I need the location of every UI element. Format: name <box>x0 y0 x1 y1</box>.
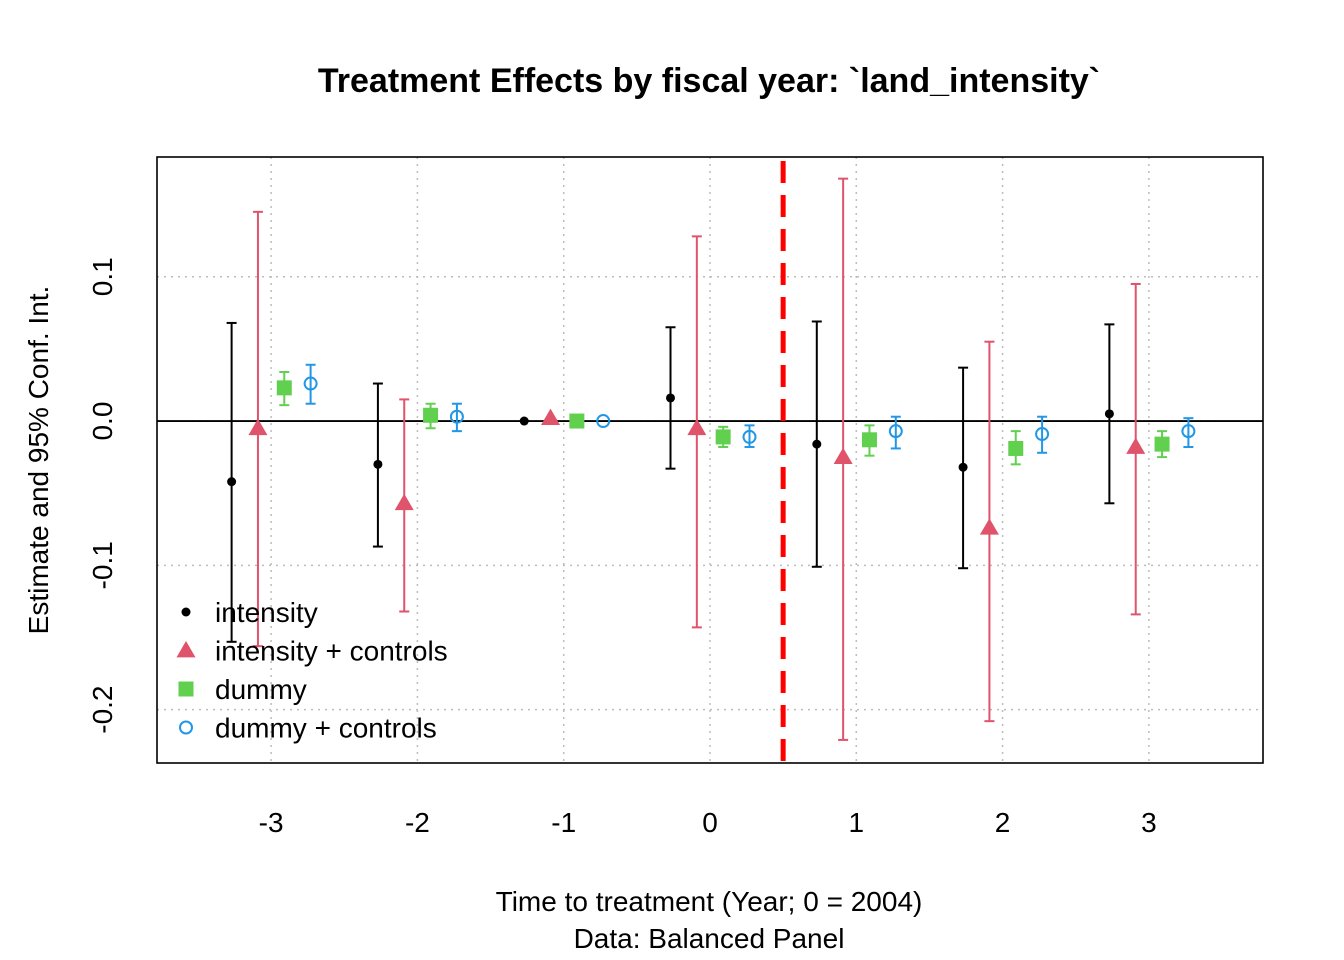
point-1-0 <box>248 418 268 436</box>
grid-lines <box>157 157 1263 763</box>
point-1-2 <box>541 408 561 425</box>
point-1-3 <box>687 418 707 436</box>
legend-marker-2 <box>178 681 194 697</box>
x-axis: -3 -2 -1 0 1 2 3 <box>259 807 1157 838</box>
point-2-0 <box>276 380 292 396</box>
point-0-1 <box>373 459 383 469</box>
x-tick-label-5: 2 <box>995 807 1011 838</box>
point-3-6 <box>1181 424 1196 439</box>
point-1-4 <box>833 447 853 464</box>
series-1 <box>248 177 1146 741</box>
plot-frame <box>156 156 1264 764</box>
legend-label-3: dummy + controls <box>215 713 437 744</box>
point-0-4 <box>812 439 822 449</box>
point-2-3 <box>715 429 731 445</box>
legend: intensity intensity + controls dummy dummy … <box>176 597 448 744</box>
point-3-0 <box>303 376 318 391</box>
x-axis-label: Time to treatment (Year; 0 = 2004) <box>496 886 923 917</box>
point-2-2 <box>569 413 585 429</box>
point-0-2 <box>519 416 529 426</box>
legend-label-2: dummy <box>215 674 307 705</box>
y-tick-label-0: -0.2 <box>87 685 118 733</box>
legend-marker-3 <box>179 720 193 735</box>
point-2-1 <box>423 407 439 423</box>
legend-label-0: intensity <box>215 597 318 628</box>
x-axis-sublabel: Data: Balanced Panel <box>574 923 845 954</box>
legend-marker-1 <box>176 641 196 658</box>
point-0-6 <box>1104 409 1114 419</box>
x-tick-label-1: -2 <box>405 807 430 838</box>
point-3-1 <box>449 409 464 424</box>
legend-label-1: intensity + controls <box>215 636 448 667</box>
point-1-1 <box>394 493 414 511</box>
point-1-6 <box>1126 437 1146 454</box>
x-tick-label-0: -3 <box>259 807 284 838</box>
point-2-6 <box>1154 436 1170 452</box>
point-0-3 <box>666 393 675 403</box>
point-0-5 <box>958 462 968 472</box>
point-1-5 <box>979 518 999 535</box>
point-2-5 <box>1008 440 1024 456</box>
point-3-5 <box>1035 427 1050 442</box>
x-tick-label-2: -1 <box>551 807 576 838</box>
data-series <box>226 177 1196 741</box>
series-2 <box>276 370 1170 466</box>
point-3-4 <box>888 424 903 439</box>
legend-marker-0 <box>181 607 191 617</box>
y-axis-label: Estimate and 95% Conf. Int. <box>23 286 54 635</box>
point-0-0 <box>227 477 237 487</box>
series-0 <box>226 320 1115 643</box>
y-tick-label-3: 0.1 <box>87 257 118 296</box>
series-3 <box>303 363 1196 454</box>
chart-title: Treatment Effects by fiscal year: `land_… <box>318 62 1100 100</box>
x-tick-label-3: 0 <box>702 807 718 838</box>
y-axis: -0.2 -0.1 0.0 0.1 <box>87 257 118 733</box>
x-tick-label-4: 1 <box>849 807 865 838</box>
y-tick-label-2: 0.0 <box>87 402 118 441</box>
point-3-2 <box>596 414 611 429</box>
y-tick-label-1: -0.1 <box>87 541 118 589</box>
point-2-4 <box>861 432 877 448</box>
point-3-3 <box>742 429 757 444</box>
x-tick-label-6: 3 <box>1141 807 1157 838</box>
